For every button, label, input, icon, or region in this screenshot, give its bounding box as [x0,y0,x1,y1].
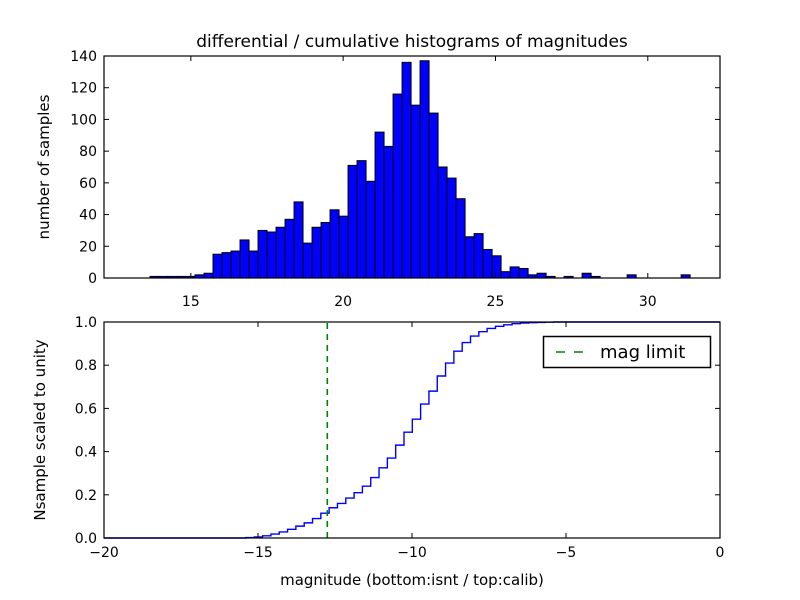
y-tick-label: 0.2 [75,488,97,504]
bottom-xlabel: magnitude (bottom:isnt / top:calib) [280,571,544,589]
hist-bar [401,61,412,279]
bottom-ylabel: Nsample scaled to unity [31,339,49,520]
hist-bar [482,248,493,279]
x-tick-label: −5 [556,545,577,561]
legend-label: mag limit [600,342,685,363]
histogram-bars [149,60,691,279]
y-tick-label: 40 [79,208,97,224]
hist-bar [266,231,277,279]
x-tick-label: 0 [716,545,725,561]
hist-bar [221,252,232,279]
hist-bar [455,198,466,279]
y-tick-label: 120 [70,81,97,97]
hist-bar [437,166,448,279]
hist-bar [293,201,304,279]
y-tick-label: 0.4 [75,445,97,461]
cumulative-curve [104,321,720,539]
y-tick-label: 0 [88,271,97,287]
top-axes-ticks: 15 20 25 30 0 20 40 60 80 100 120 140 [70,49,720,310]
y-tick-label: 0.0 [75,531,97,547]
hist-bar [536,272,547,279]
hist-bar [464,236,475,279]
hist-bar [248,250,259,279]
hist-bar [383,145,394,279]
y-tick-label: 1.0 [75,315,97,331]
bottom-axes-ticks: −20 −15 −10 −5 0 0.0 0.2 0.4 0.6 0.8 1.0 [75,315,725,561]
y-tick-label: 100 [70,112,97,128]
hist-bar [302,242,313,279]
hist-bar [419,60,430,279]
x-tick-label: 15 [182,294,200,310]
x-tick-label: 30 [639,294,657,310]
y-tick-label: 0.6 [75,401,97,417]
top-axes-frame [103,55,721,279]
y-tick-label: 60 [79,176,97,192]
hist-bar [347,164,358,279]
hist-bar [329,209,340,279]
hist-bar [446,177,457,279]
hist-bar [410,104,421,279]
hist-bar [356,160,367,279]
x-tick-label: −20 [89,545,119,561]
x-tick-label: −10 [397,545,427,561]
top-histogram-axes: 15 20 25 30 0 20 40 60 80 100 120 140 differential … [35,32,721,310]
legend-frame [542,335,712,369]
hist-bar [230,250,241,279]
hist-bar [374,131,385,279]
y-tick-label: 20 [79,239,97,255]
hist-bar [428,112,439,279]
hist-bar [203,272,214,279]
hist-bar [338,215,349,279]
hist-bar [284,218,295,279]
hist-bar [491,255,502,279]
x-tick-label: 20 [334,294,352,310]
hist-bar [320,222,331,279]
hist-bar [518,267,529,279]
y-tick-label: 80 [79,144,97,160]
y-tick-label: 140 [70,49,97,65]
hist-bar [311,226,322,279]
y-tick-label: 0.8 [75,358,97,374]
hist-bar [365,180,376,279]
hist-bar [239,239,250,279]
hist-bar [500,271,511,279]
hist-bar [257,229,268,279]
top-ylabel: number of samples [35,94,53,239]
legend: mag limit [542,335,712,369]
bottom-cumulative-axes: −20 −15 −10 −5 0 0.0 0.2 0.4 0.6 0.8 1.0 mag limit… [31,315,724,589]
hist-bar [581,272,592,279]
x-tick-label: 25 [487,294,505,310]
hist-bar [473,233,484,279]
hist-bar [392,93,403,279]
chart-title: differential / cumulative histograms of … [196,32,628,52]
hist-bar [509,266,520,279]
hist-bar [212,253,223,279]
hist-bar [275,226,286,279]
x-tick-label: −15 [243,545,273,561]
